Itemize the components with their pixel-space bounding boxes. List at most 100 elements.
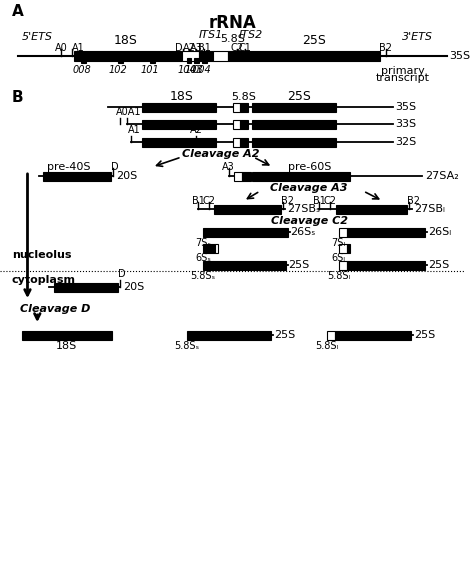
Text: pre-60S: pre-60S <box>288 162 331 172</box>
Bar <box>337 331 411 339</box>
Text: C2: C2 <box>230 43 243 53</box>
Bar <box>213 51 228 61</box>
Text: Cleavage D: Cleavage D <box>19 304 90 314</box>
Text: 20S: 20S <box>116 171 137 181</box>
Text: pre-40S: pre-40S <box>47 162 91 172</box>
Text: primary: primary <box>381 66 424 76</box>
Bar <box>252 102 336 112</box>
Text: B1: B1 <box>312 196 326 206</box>
Text: 25S: 25S <box>428 260 449 270</box>
Bar <box>338 261 346 269</box>
Text: D: D <box>118 269 126 279</box>
Bar <box>213 261 286 269</box>
Bar <box>118 57 123 63</box>
Text: rRNA: rRNA <box>209 14 256 32</box>
Text: B: B <box>12 90 23 104</box>
Bar <box>346 228 348 236</box>
Text: 26Sₛ: 26Sₛ <box>291 227 316 237</box>
Text: 25S: 25S <box>414 330 436 340</box>
Text: A0: A0 <box>55 43 67 53</box>
Text: Cleavage A3: Cleavage A3 <box>271 183 348 193</box>
Bar <box>335 331 337 339</box>
Text: 27SBₛ: 27SBₛ <box>287 204 320 214</box>
Bar <box>243 171 251 181</box>
Bar <box>240 137 248 146</box>
Text: Cleavage C2: Cleavage C2 <box>271 216 348 226</box>
Text: 103: 103 <box>185 65 204 75</box>
Text: 5.8S: 5.8S <box>220 34 245 44</box>
Text: A3: A3 <box>222 162 235 172</box>
Text: 32S: 32S <box>396 137 417 147</box>
Text: A2: A2 <box>183 43 196 53</box>
Bar <box>82 57 86 63</box>
Text: cytoplasm: cytoplasm <box>12 275 76 285</box>
Text: 27SA₂: 27SA₂ <box>425 171 459 181</box>
Bar <box>240 119 248 129</box>
Bar <box>73 51 182 61</box>
Bar <box>336 204 407 214</box>
Text: A3: A3 <box>190 43 203 53</box>
Bar <box>327 331 335 339</box>
Bar <box>233 119 240 129</box>
Bar <box>142 102 216 112</box>
Text: 25S: 25S <box>287 90 311 104</box>
Text: 25S: 25S <box>274 330 295 340</box>
Bar <box>203 228 213 236</box>
Bar <box>233 102 240 112</box>
Bar <box>234 171 243 181</box>
Text: C1: C1 <box>239 43 252 53</box>
Text: 20S: 20S <box>123 282 144 292</box>
Text: 004: 004 <box>193 65 211 75</box>
Bar <box>142 119 216 129</box>
Text: 6Sₛ: 6Sₛ <box>195 253 211 263</box>
Text: transcript: transcript <box>375 73 429 83</box>
Text: nucleolus: nucleolus <box>12 250 71 260</box>
Bar <box>186 57 191 63</box>
Text: B2: B2 <box>281 196 294 206</box>
Text: C2: C2 <box>323 196 337 206</box>
Text: 101: 101 <box>141 65 160 75</box>
Text: D: D <box>111 162 118 172</box>
Text: B1: B1 <box>198 43 210 53</box>
Text: A1: A1 <box>72 43 84 53</box>
Bar <box>203 244 215 252</box>
Bar <box>199 51 213 61</box>
Text: A1: A1 <box>128 125 140 135</box>
Bar <box>346 244 350 252</box>
Text: B2: B2 <box>407 196 420 206</box>
Bar <box>252 137 336 146</box>
Text: 5.8Sₛ: 5.8Sₛ <box>174 341 199 351</box>
Text: 7Sₗ: 7Sₗ <box>332 238 346 248</box>
Text: 5.8Sₗ: 5.8Sₗ <box>327 271 350 281</box>
Text: 008: 008 <box>72 65 91 75</box>
Text: 26Sₗ: 26Sₗ <box>428 227 451 237</box>
Bar <box>338 244 346 252</box>
Bar <box>182 51 199 61</box>
Text: B1: B1 <box>192 196 205 206</box>
Text: 7Sₛ: 7Sₛ <box>195 238 211 248</box>
Bar <box>203 261 213 269</box>
Bar <box>202 57 207 63</box>
Text: ITS2: ITS2 <box>239 30 264 40</box>
Text: 18S: 18S <box>56 341 77 351</box>
Text: A2: A2 <box>190 125 203 135</box>
Text: 25S: 25S <box>289 260 310 270</box>
Bar <box>54 283 118 291</box>
Text: C2: C2 <box>202 196 216 206</box>
Text: Cleavage A2: Cleavage A2 <box>182 149 260 159</box>
Text: 27SBₗ: 27SBₗ <box>414 204 445 214</box>
Text: 18S: 18S <box>114 35 137 47</box>
Bar <box>233 137 240 146</box>
Text: 5.8Sₛ: 5.8Sₛ <box>191 271 216 281</box>
Text: A: A <box>12 3 24 19</box>
Bar <box>348 261 425 269</box>
Bar <box>252 119 336 129</box>
Bar <box>346 261 348 269</box>
Text: D: D <box>175 43 182 53</box>
Text: 18S: 18S <box>170 90 193 104</box>
Bar <box>150 57 155 63</box>
Text: B2: B2 <box>379 43 392 53</box>
Text: 102: 102 <box>109 65 127 75</box>
Text: ITS1: ITS1 <box>199 30 223 40</box>
Bar <box>142 137 216 146</box>
